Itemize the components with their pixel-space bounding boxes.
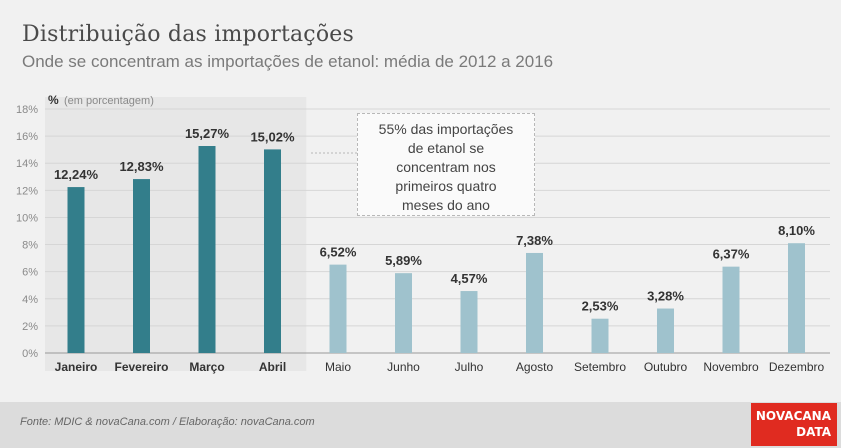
logo-line-1: NOVACANA bbox=[755, 409, 831, 423]
bar-value-label: 8,10% bbox=[778, 223, 815, 238]
y-tick-label: 18% bbox=[16, 104, 38, 116]
bar-value-label: 5,89% bbox=[385, 253, 422, 268]
bars bbox=[67, 146, 805, 353]
brand-logo: NOVACANA DATA bbox=[751, 403, 837, 446]
footer: Fonte: MDIC & novaCana.com / Elaboração:… bbox=[0, 402, 841, 448]
annotation-line: de etanol se bbox=[407, 140, 485, 156]
y-tick-label: 8% bbox=[22, 240, 38, 252]
bar-value-label: 7,38% bbox=[516, 233, 553, 248]
source-note: Fonte: MDIC & novaCana.com / Elaboração:… bbox=[20, 416, 315, 428]
y-tick-label: 4% bbox=[22, 294, 38, 306]
bar bbox=[722, 266, 740, 353]
x-category-label: Abril bbox=[259, 360, 286, 374]
bar bbox=[591, 318, 609, 353]
category-labels: Janeiro Fevereiro Março Abril Maio Junho Julho… bbox=[55, 360, 825, 374]
y-axis-label-note: (em porcentagem) bbox=[64, 95, 154, 107]
value-labels: 12,24% 12,83% 15,27% 15,02% 6,52% 5,89% 4,57% 7… bbox=[54, 126, 815, 314]
x-category-label: Julho bbox=[455, 360, 484, 374]
x-category-label: Dezembro bbox=[769, 360, 825, 374]
y-axis-ticks: 0% 2% 4% 6% 8% 10% 12% 14% 16% 18% bbox=[16, 104, 38, 360]
y-tick-label: 14% bbox=[16, 158, 38, 170]
bar bbox=[198, 146, 216, 353]
x-category-label: Março bbox=[189, 360, 224, 374]
x-category-label: Novembro bbox=[703, 360, 759, 374]
chart-subtitle: Onde se concentram as importações de eta… bbox=[22, 52, 554, 71]
y-axis-label: % bbox=[48, 93, 59, 107]
bar-value-label: 15,02% bbox=[250, 129, 295, 144]
x-category-label: Maio bbox=[325, 360, 351, 374]
annotation-line: primeiros quatro bbox=[395, 178, 497, 194]
annotation-line: meses do ano bbox=[402, 197, 490, 213]
y-tick-label: 12% bbox=[16, 185, 38, 197]
bar-value-label: 6,52% bbox=[320, 245, 357, 260]
y-tick-label: 6% bbox=[22, 267, 38, 279]
y-tick-label: 10% bbox=[16, 212, 38, 224]
bar bbox=[788, 243, 805, 353]
x-category-label: Agosto bbox=[516, 360, 554, 374]
x-category-label: Fevereiro bbox=[114, 360, 168, 374]
annotation-line: 55% das importações bbox=[378, 121, 514, 137]
bar bbox=[133, 179, 150, 353]
chart-title: Distribuição das importações bbox=[22, 22, 354, 47]
bar-value-label: 3,28% bbox=[647, 289, 684, 304]
x-category-label: Outubro bbox=[644, 360, 688, 374]
bar bbox=[329, 264, 347, 353]
bar-value-label: 2,53% bbox=[582, 299, 619, 314]
bar bbox=[395, 273, 412, 353]
bar-chart: 0% 2% 4% 6% 8% 10% 12% 14% 16% 18% % (em porcenta… bbox=[16, 93, 830, 374]
bar bbox=[67, 187, 85, 353]
bar-value-label: 12,83% bbox=[119, 159, 164, 174]
bar bbox=[264, 149, 281, 353]
annotation-box: 55% das importações de etanol se concent… bbox=[357, 113, 535, 216]
bar-value-label: 4,57% bbox=[451, 271, 488, 286]
x-category-label: Setembro bbox=[574, 360, 626, 374]
bar bbox=[657, 308, 674, 353]
bar bbox=[460, 291, 478, 353]
gridlines bbox=[45, 108, 830, 354]
y-tick-label: 16% bbox=[16, 131, 38, 143]
y-tick-label: 2% bbox=[22, 321, 38, 333]
bar-value-label: 6,37% bbox=[713, 247, 750, 262]
logo-line-2: DATA bbox=[796, 425, 831, 439]
annotation-line: concentram nos bbox=[396, 159, 496, 175]
bar-value-label: 12,24% bbox=[54, 167, 99, 182]
x-category-label: Junho bbox=[387, 360, 420, 374]
bar bbox=[526, 252, 543, 353]
bar-value-label: 15,27% bbox=[185, 126, 230, 141]
x-category-label: Janeiro bbox=[55, 360, 98, 374]
highlight-band bbox=[45, 97, 307, 371]
y-tick-label: 0% bbox=[22, 348, 38, 360]
